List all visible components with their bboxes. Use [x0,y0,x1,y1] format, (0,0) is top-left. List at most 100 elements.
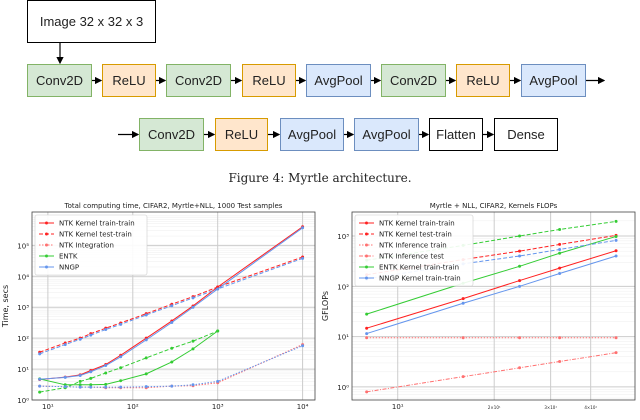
layer-avgpool: AvgPool [354,118,419,151]
data-point [518,366,522,370]
data-point [38,377,42,381]
data-point [558,336,562,340]
data-point [89,376,93,380]
data-point [216,329,220,333]
y-tick-label: 10⁴ [17,273,29,281]
legend-entry: NNGP [59,264,79,272]
data-point [518,264,522,268]
legend-entry: ENTK [59,253,78,261]
diagram-arrows [56,43,606,139]
legend-marker [45,265,48,269]
data-point [518,336,522,340]
data-point [89,333,93,337]
plot-frame [351,211,636,401]
series-line [39,330,218,393]
data-point [104,328,108,332]
data-point [78,373,82,377]
data-point [191,305,195,309]
x-tick-label: 10⁴ [297,403,309,411]
data-point [216,379,220,383]
data-point [144,385,148,389]
y-axis-label: GFLOPs [321,291,330,321]
legend-marker [365,243,368,247]
y-tick-label: 10² [17,335,29,343]
legend-entry: NTK Kernel train-train [59,220,135,228]
data-point [119,322,123,326]
data-point [216,287,220,291]
y-tick-label: 10⁰ [17,397,29,405]
x-tick-label: 10³ [212,403,224,411]
data-point [38,352,42,356]
data-point [104,371,108,375]
data-point [558,227,562,231]
data-point [365,336,369,340]
x-tick-label: 3×10¹ [544,405,557,410]
layer-conv2d: Conv2D [27,64,92,97]
data-point [38,390,42,394]
data-point [191,347,195,351]
legend-marker [365,221,368,225]
y-tick-label: 10² [337,283,349,291]
legend-marker [45,243,48,247]
legend-entry: NTK Inference test [379,253,444,261]
chart-kernel-flops: 10⁰ 10¹ 10² 10³ 10¹ 2×10¹ 3×10¹ 4×10¹ NTK Kernel… [321,202,636,420]
data-point [614,219,618,223]
data-point [301,256,305,260]
data-point [614,351,618,355]
layer-dense: Dense [494,118,558,151]
data-point [558,242,562,246]
data-point [614,234,618,238]
chart-title: Myrtle + NLL, CIFAR2, Kernels FLOPs [430,202,558,210]
legend-entry: ENTK Kernel train-train [379,264,459,272]
data-point [63,375,67,379]
legend-marker [365,265,368,269]
data-point [144,338,148,342]
data-point [63,385,67,389]
x-tick-label: 2×10¹ [488,405,501,410]
legend-entry: NTK Kernel test-train [59,231,132,239]
data-point [78,385,82,389]
data-point [301,344,305,348]
data-point [89,385,93,389]
x-tick-label: 4×10¹ [584,405,597,410]
data-point [78,379,82,383]
data-point [461,297,465,301]
data-point [89,383,93,387]
input-box: Image 32 x 32 x 3 [27,0,156,43]
data-point [170,321,174,325]
data-point [38,384,42,388]
data-point [104,382,108,386]
legend-entry: NTK Kernel test-train [379,231,452,239]
data-point [518,284,522,288]
legend-entry: NNGP Kernel train-train [379,275,461,283]
series-line [366,352,617,393]
data-point [558,251,562,255]
data-point [89,370,93,374]
plot-frame [31,211,316,401]
data-point [104,385,108,389]
layer-conv2d: Conv2D [139,118,204,151]
y-axis-label: Time, secs [1,285,10,328]
layer-conv2d: Conv2D [381,64,446,97]
legend-entry: NTK Inference train [379,242,447,250]
legend-marker [45,232,48,236]
x-tick-label: 10² [127,403,139,411]
data-point [558,271,562,275]
data-point [119,355,123,359]
y-tick-label: 10³ [17,304,29,312]
data-point [558,360,562,364]
layer-relu: ReLU [456,64,510,97]
data-point [461,336,465,340]
data-point [144,313,148,317]
data-point [119,366,123,370]
data-point [144,356,148,360]
legend-entry: NTK Integration [59,242,114,250]
data-point [170,304,174,308]
data-point [365,390,369,394]
data-point [614,238,618,242]
data-point [558,266,562,270]
data-point [63,343,67,347]
legend-marker [45,254,48,258]
layer-relu: ReLU [215,118,268,151]
y-tick-label: 10⁰ [337,384,349,392]
